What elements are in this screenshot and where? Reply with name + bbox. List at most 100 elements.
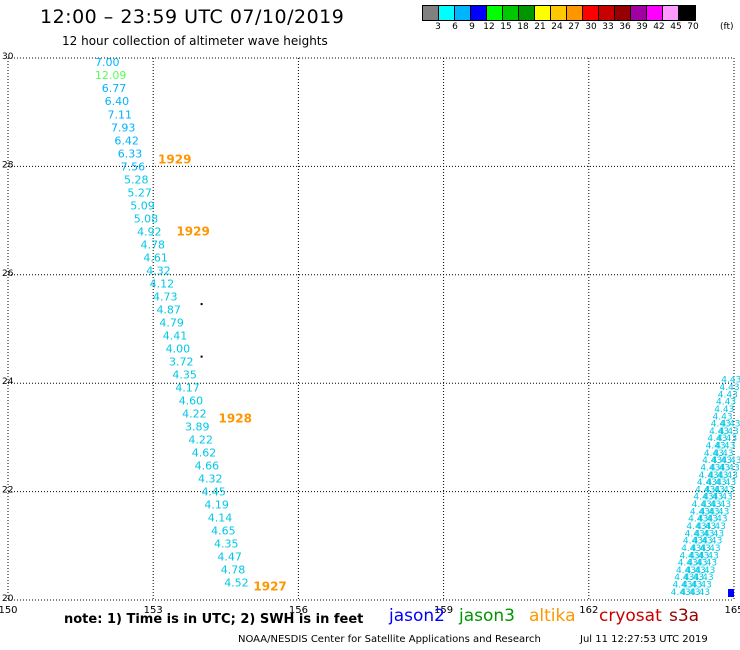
dense-track-value: 4.43	[704, 449, 724, 459]
dense-track-value: 4.43	[690, 507, 710, 517]
dense-track-value: 4.43	[697, 559, 717, 569]
dense-track-value: 4.43	[721, 376, 740, 386]
dense-track-value: 4.43	[680, 588, 700, 598]
dense-track-value: 4.43	[684, 573, 704, 583]
wave-height-value: 4.32	[146, 264, 171, 277]
wave-height-value: 4.45	[201, 486, 226, 499]
legend-swatch	[439, 6, 455, 20]
dense-track-value: 4.43	[701, 544, 721, 554]
dense-track-value: 4.43	[708, 471, 728, 481]
legend-swatch	[631, 6, 647, 20]
footer-credit: NOAA/NESDIS Center for Satellite Applica…	[238, 634, 541, 645]
y-tick-label: 20	[2, 594, 14, 604]
wave-height-value: 4.78	[221, 564, 246, 577]
dense-track-value: 4.43	[702, 537, 722, 547]
dense-track-value: 4.43	[716, 398, 736, 408]
dense-track-value: 4.43	[716, 478, 736, 488]
wave-height-value: 6.77	[102, 82, 127, 95]
wave-height-value: 4.60	[179, 395, 204, 408]
dense-track-value: 4.43	[702, 456, 722, 466]
wave-height-value: 4.66	[195, 460, 220, 473]
dense-track-value: 4.43	[718, 390, 738, 400]
legend-label: 42	[653, 22, 665, 32]
satellite-altika: altika	[529, 606, 576, 626]
legend-swatch	[487, 6, 503, 20]
legend-label: 39	[636, 22, 648, 32]
dense-track-value: 4.43	[697, 478, 717, 488]
wave-height-value: 4.00	[166, 343, 191, 356]
dense-track-value: 4.43	[679, 551, 699, 561]
wave-height-value: 6.40	[105, 95, 130, 108]
dense-track-value: 4.43	[683, 537, 703, 547]
legend-label: 15	[500, 22, 512, 32]
dense-track-value: 4.43	[700, 507, 720, 517]
dense-track-value: 4.43	[678, 559, 698, 569]
dense-track-value: 4.43	[709, 507, 729, 517]
dense-track-value: 4.43	[719, 427, 739, 437]
dense-track-value: 4.43	[720, 420, 740, 430]
dense-track-value: 4.43	[711, 500, 731, 510]
dense-track-value: 4.43	[699, 471, 719, 481]
jason2-edge-marker	[728, 589, 734, 597]
y-tick-label: 28	[2, 160, 14, 170]
wave-height-value: 4.52	[224, 577, 249, 590]
dense-track-value: 4.43	[705, 485, 725, 495]
legend-label: 30	[585, 22, 597, 32]
wave-height-value: 4.35	[172, 369, 197, 382]
dense-track-value: 4.43	[694, 573, 714, 583]
wave-height-value: 4.47	[217, 551, 242, 564]
dense-track-value: 4.43	[691, 544, 711, 554]
wave-height-value: 4.19	[204, 499, 229, 512]
dense-track-value: 4.43	[701, 500, 721, 510]
dense-track-value: 4.43	[714, 449, 734, 459]
track-marker	[200, 303, 203, 306]
dense-track-value: 4.43	[717, 434, 737, 444]
wave-height-value: 7.56	[121, 160, 146, 173]
legend-swatch	[599, 6, 615, 20]
legend-unit: (ft)	[720, 22, 734, 32]
dense-track-value: 4.43	[720, 383, 740, 393]
wave-height-value: 12.09	[95, 69, 127, 82]
dense-track-value: 4.43	[694, 529, 714, 539]
dense-track-value: 4.43	[721, 456, 740, 466]
wave-height-value: 4.73	[153, 290, 178, 303]
dense-track-value: 4.43	[698, 515, 718, 525]
chart-title: 12:00 – 23:59 UTC 07/10/2019	[40, 6, 345, 28]
wave-height-value: 6.42	[114, 134, 139, 147]
wave-height-value: 3.89	[185, 421, 210, 434]
wave-height-value: 4.79	[159, 316, 184, 329]
legend-swatch	[551, 6, 567, 20]
dense-track-value: 4.43	[682, 581, 702, 591]
legend-label: 27	[568, 22, 580, 32]
dense-track-value: 4.43	[689, 551, 709, 561]
dense-track-value: 4.43	[699, 551, 719, 561]
legend-swatch	[471, 6, 487, 20]
satellite-s3a: s3a	[669, 606, 700, 626]
wave-height-value: 4.22	[182, 408, 207, 421]
pass-time-label: 1929	[158, 152, 191, 166]
legend-label: 9	[469, 22, 475, 32]
legend-swatch	[455, 6, 471, 20]
dense-track-value: 4.43	[712, 456, 732, 466]
y-tick-label: 26	[2, 269, 14, 279]
dense-track-value: 4.43	[720, 463, 740, 473]
x-tick-label: 156	[289, 605, 308, 616]
dense-track-value: 4.43	[708, 515, 728, 525]
wave-height-value: 4.61	[143, 251, 168, 264]
legend-label: 33	[602, 22, 614, 32]
legend-label: 6	[452, 22, 458, 32]
dense-track-value: 4.43	[703, 493, 723, 503]
wave-height-value: 3.72	[169, 356, 194, 369]
wave-height-value: 5.09	[130, 199, 155, 212]
dense-track-value: 4.43	[709, 427, 729, 437]
legend-swatch	[423, 6, 439, 20]
wave-height-value: 7.00	[95, 56, 120, 69]
legend-swatch	[615, 6, 631, 20]
dense-track-value: 4.43	[714, 485, 734, 495]
wave-height-value: 4.41	[163, 330, 188, 343]
x-tick-label: 153	[144, 605, 163, 616]
wave-height-value: 4.14	[208, 512, 233, 525]
dense-track-value: 4.43	[704, 529, 724, 539]
wave-height-value: 5.28	[124, 173, 149, 186]
legend-label: 70	[687, 22, 699, 32]
